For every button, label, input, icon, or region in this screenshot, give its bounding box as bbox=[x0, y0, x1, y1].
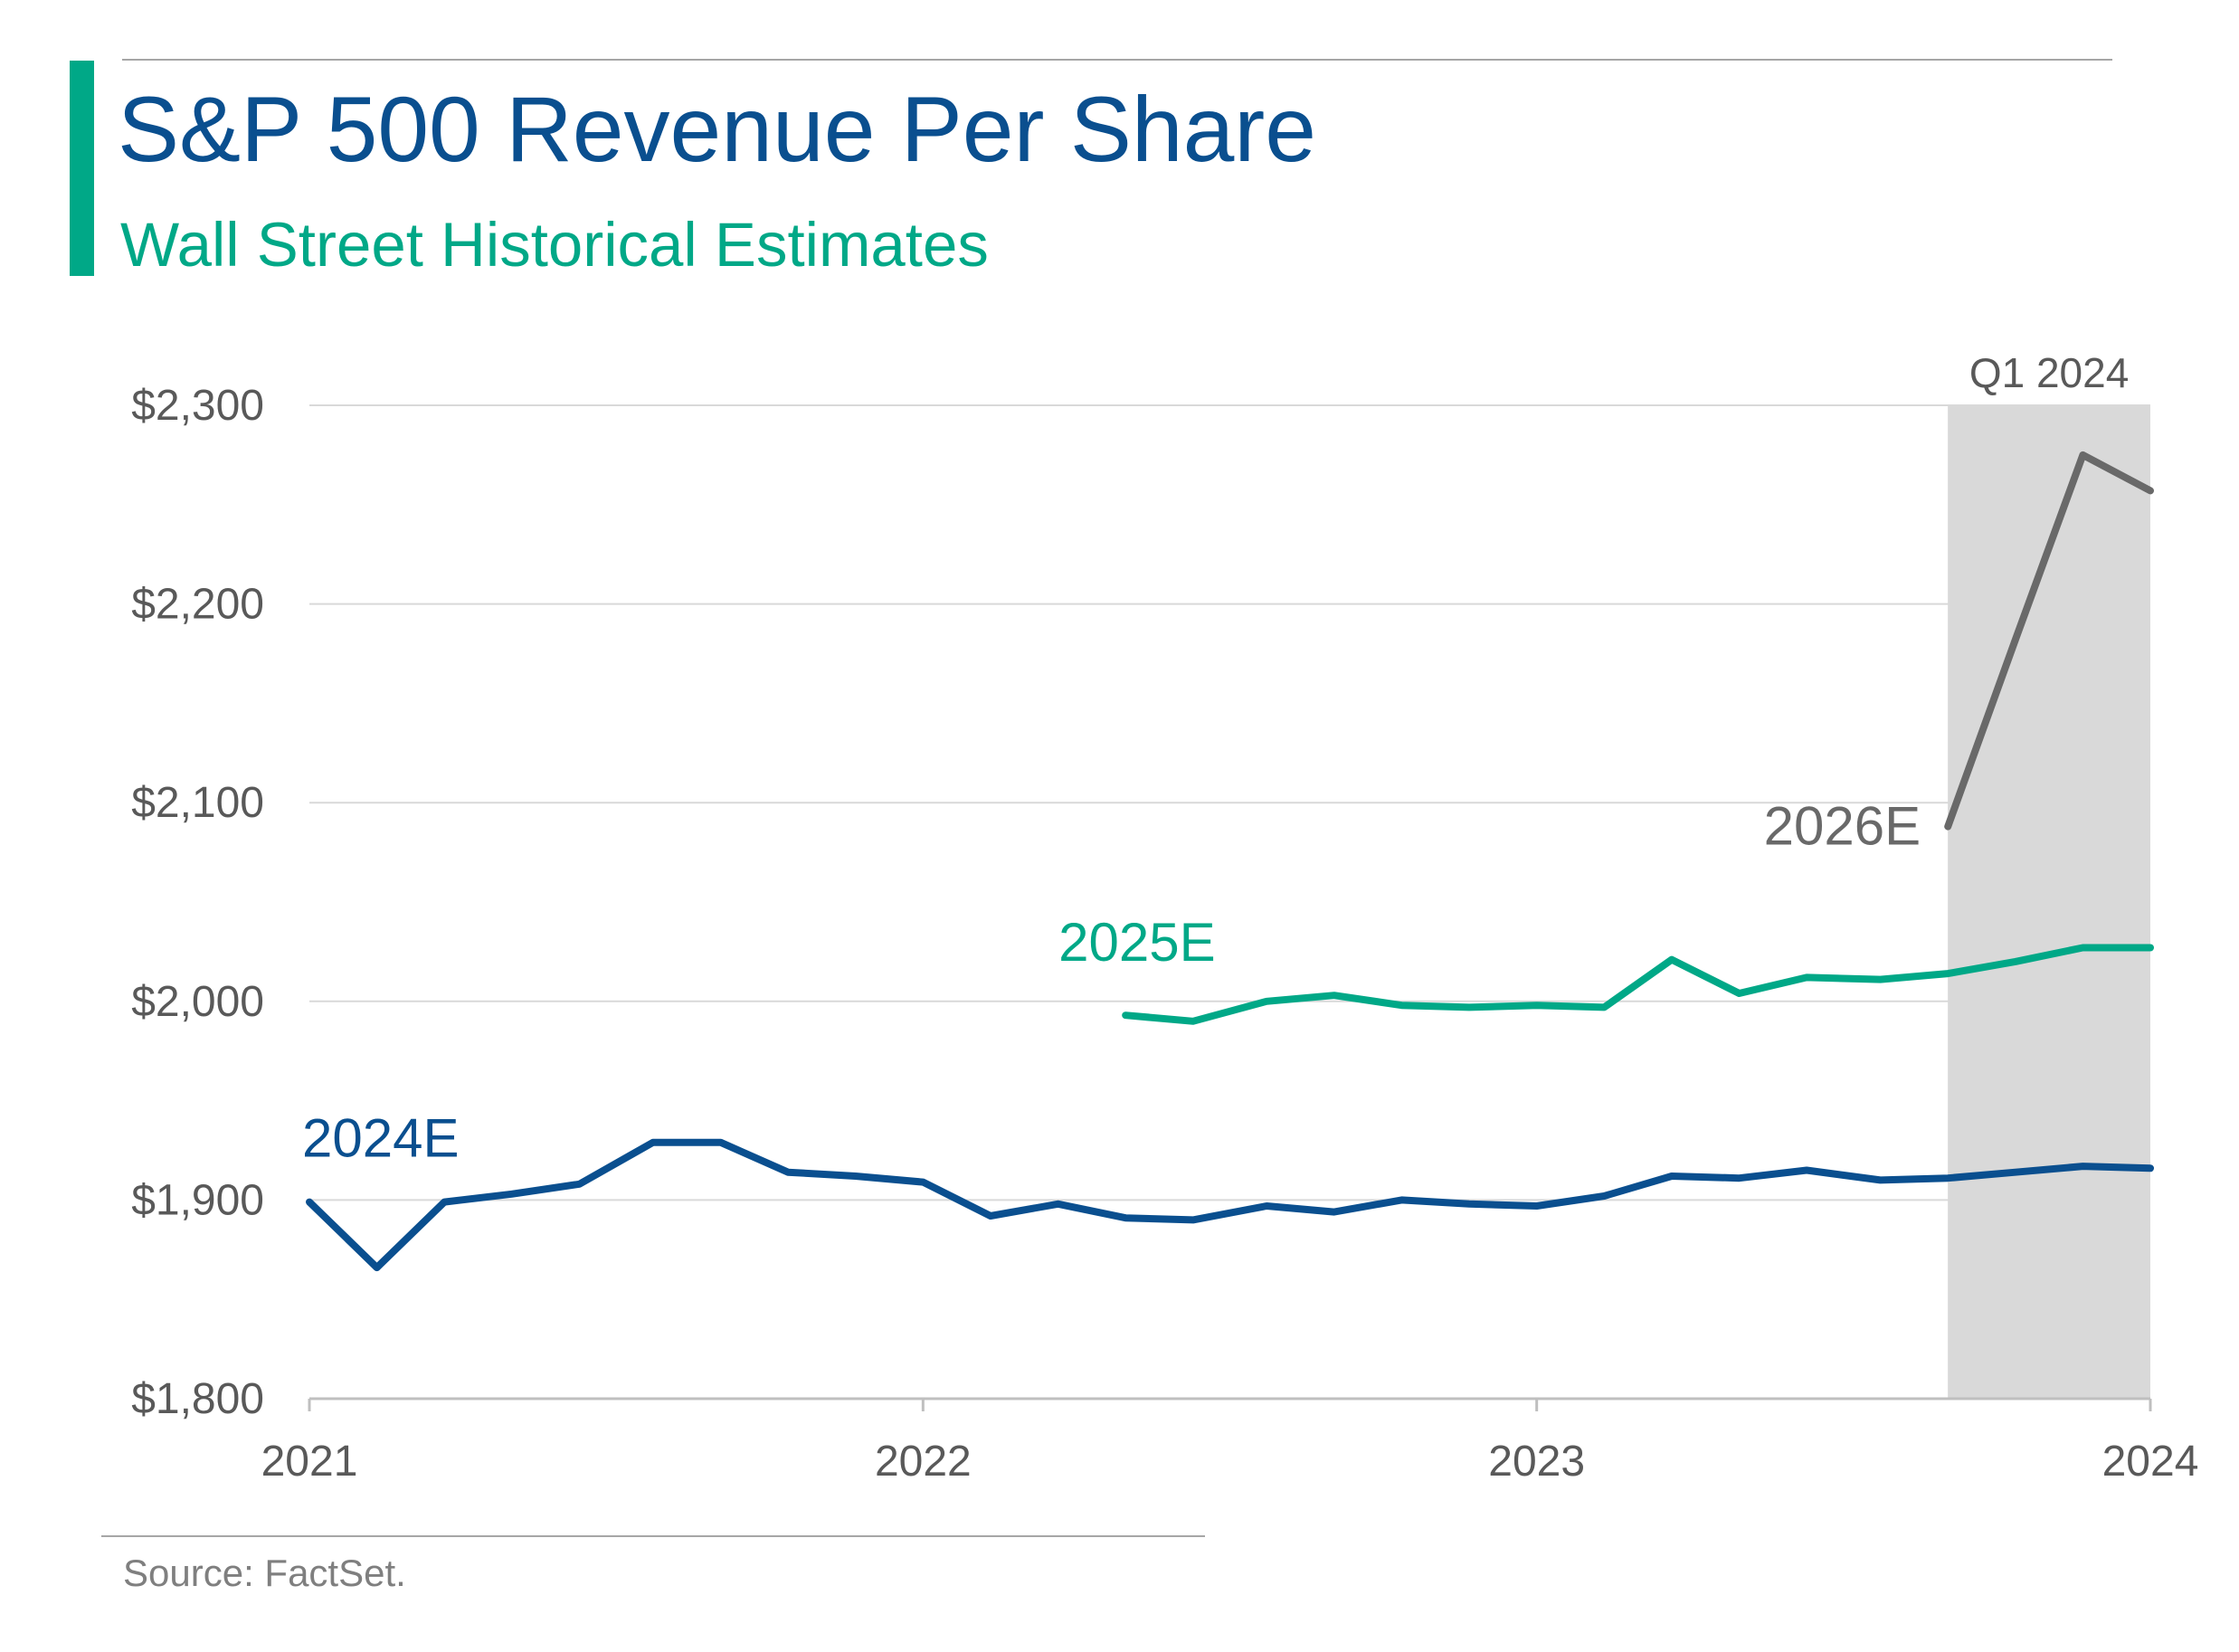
series-line-2024e bbox=[306, 1138, 2154, 1272]
y-tick-label: $1,800 bbox=[131, 1375, 264, 1423]
y-tick-label: $1,900 bbox=[131, 1176, 264, 1224]
x-tick-label: 2021 bbox=[261, 1438, 358, 1486]
title-accent-bar bbox=[70, 61, 94, 276]
shaded-region-q1-2024 bbox=[1948, 405, 2150, 1399]
series-line-2026e bbox=[1944, 451, 2154, 831]
series-layer bbox=[306, 451, 2154, 1272]
y-tick-label: $2,100 bbox=[131, 779, 264, 827]
y-tick-label: $2,300 bbox=[131, 382, 264, 430]
bottom-rule bbox=[101, 1535, 1205, 1537]
chart-title: S&P 500 Revenue Per Share bbox=[118, 78, 1317, 181]
y-tick-label: $2,200 bbox=[131, 581, 264, 629]
series-label-2024e: 2024E bbox=[302, 1108, 460, 1169]
shaded-region-label: Q1 2024 bbox=[1969, 349, 2129, 396]
chart-subtitle: Wall Street Historical Estimates bbox=[120, 210, 989, 280]
shaded-region-layer: Q1 2024 bbox=[1948, 349, 2150, 1399]
x-tick-label: 2024 bbox=[2102, 1438, 2199, 1486]
x-tick-label: 2023 bbox=[1488, 1438, 1585, 1486]
series-label-2025e: 2025E bbox=[1058, 912, 1216, 973]
source-note: Source: FactSet. bbox=[123, 1552, 406, 1594]
axis-layer: $1,800 $1,900 $2,000 $2,100 $2,200 $2,300 2021… bbox=[131, 382, 2198, 1486]
series-line-2025e bbox=[1122, 944, 2154, 1025]
series-label-2026e: 2026E bbox=[1764, 796, 1921, 857]
grid-layer bbox=[309, 404, 2150, 1400]
x-tick-label: 2022 bbox=[875, 1438, 972, 1486]
top-rule bbox=[122, 59, 2112, 61]
series-label-layer: 2024E 2025E 2026E bbox=[302, 796, 1921, 1169]
y-tick-label: $2,000 bbox=[131, 978, 264, 1026]
